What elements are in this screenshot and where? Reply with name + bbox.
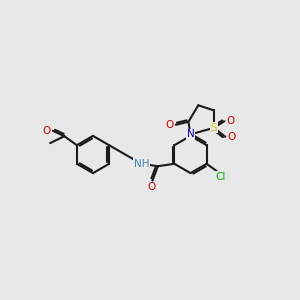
- Text: N: N: [187, 129, 194, 140]
- Text: Cl: Cl: [216, 172, 226, 182]
- Text: O: O: [227, 116, 235, 126]
- Text: O: O: [42, 126, 50, 136]
- Text: O: O: [148, 182, 156, 192]
- Text: S: S: [211, 123, 217, 133]
- Text: O: O: [165, 120, 173, 130]
- Text: O: O: [228, 132, 236, 142]
- Text: NH: NH: [134, 159, 149, 169]
